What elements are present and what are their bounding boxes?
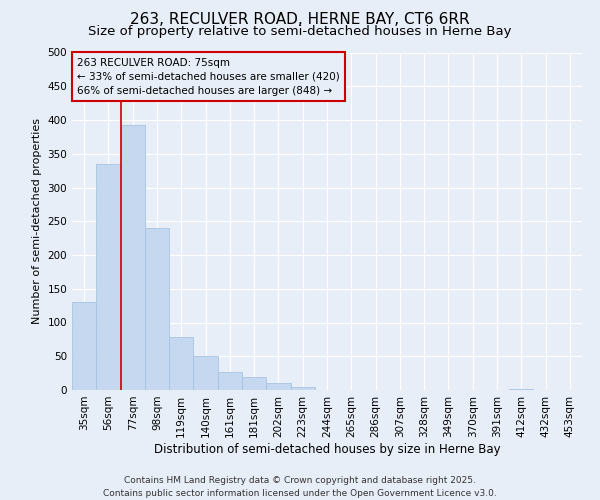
Bar <box>96 164 121 390</box>
Bar <box>169 336 193 390</box>
Bar <box>509 388 533 390</box>
Text: 263 RECULVER ROAD: 75sqm
← 33% of semi-detached houses are smaller (420)
66% of : 263 RECULVER ROAD: 75sqm ← 33% of semi-d… <box>77 58 340 96</box>
Bar <box>72 302 96 390</box>
Text: Size of property relative to semi-detached houses in Herne Bay: Size of property relative to semi-detach… <box>88 25 512 38</box>
Bar <box>145 228 169 390</box>
Bar <box>218 372 242 390</box>
Text: Contains HM Land Registry data © Crown copyright and database right 2025.
Contai: Contains HM Land Registry data © Crown c… <box>103 476 497 498</box>
X-axis label: Distribution of semi-detached houses by size in Herne Bay: Distribution of semi-detached houses by … <box>154 442 500 456</box>
Y-axis label: Number of semi-detached properties: Number of semi-detached properties <box>32 118 42 324</box>
Bar <box>121 124 145 390</box>
Bar <box>242 376 266 390</box>
Bar <box>290 386 315 390</box>
Bar <box>193 356 218 390</box>
Text: 263, RECULVER ROAD, HERNE BAY, CT6 6RR: 263, RECULVER ROAD, HERNE BAY, CT6 6RR <box>130 12 470 28</box>
Bar <box>266 382 290 390</box>
